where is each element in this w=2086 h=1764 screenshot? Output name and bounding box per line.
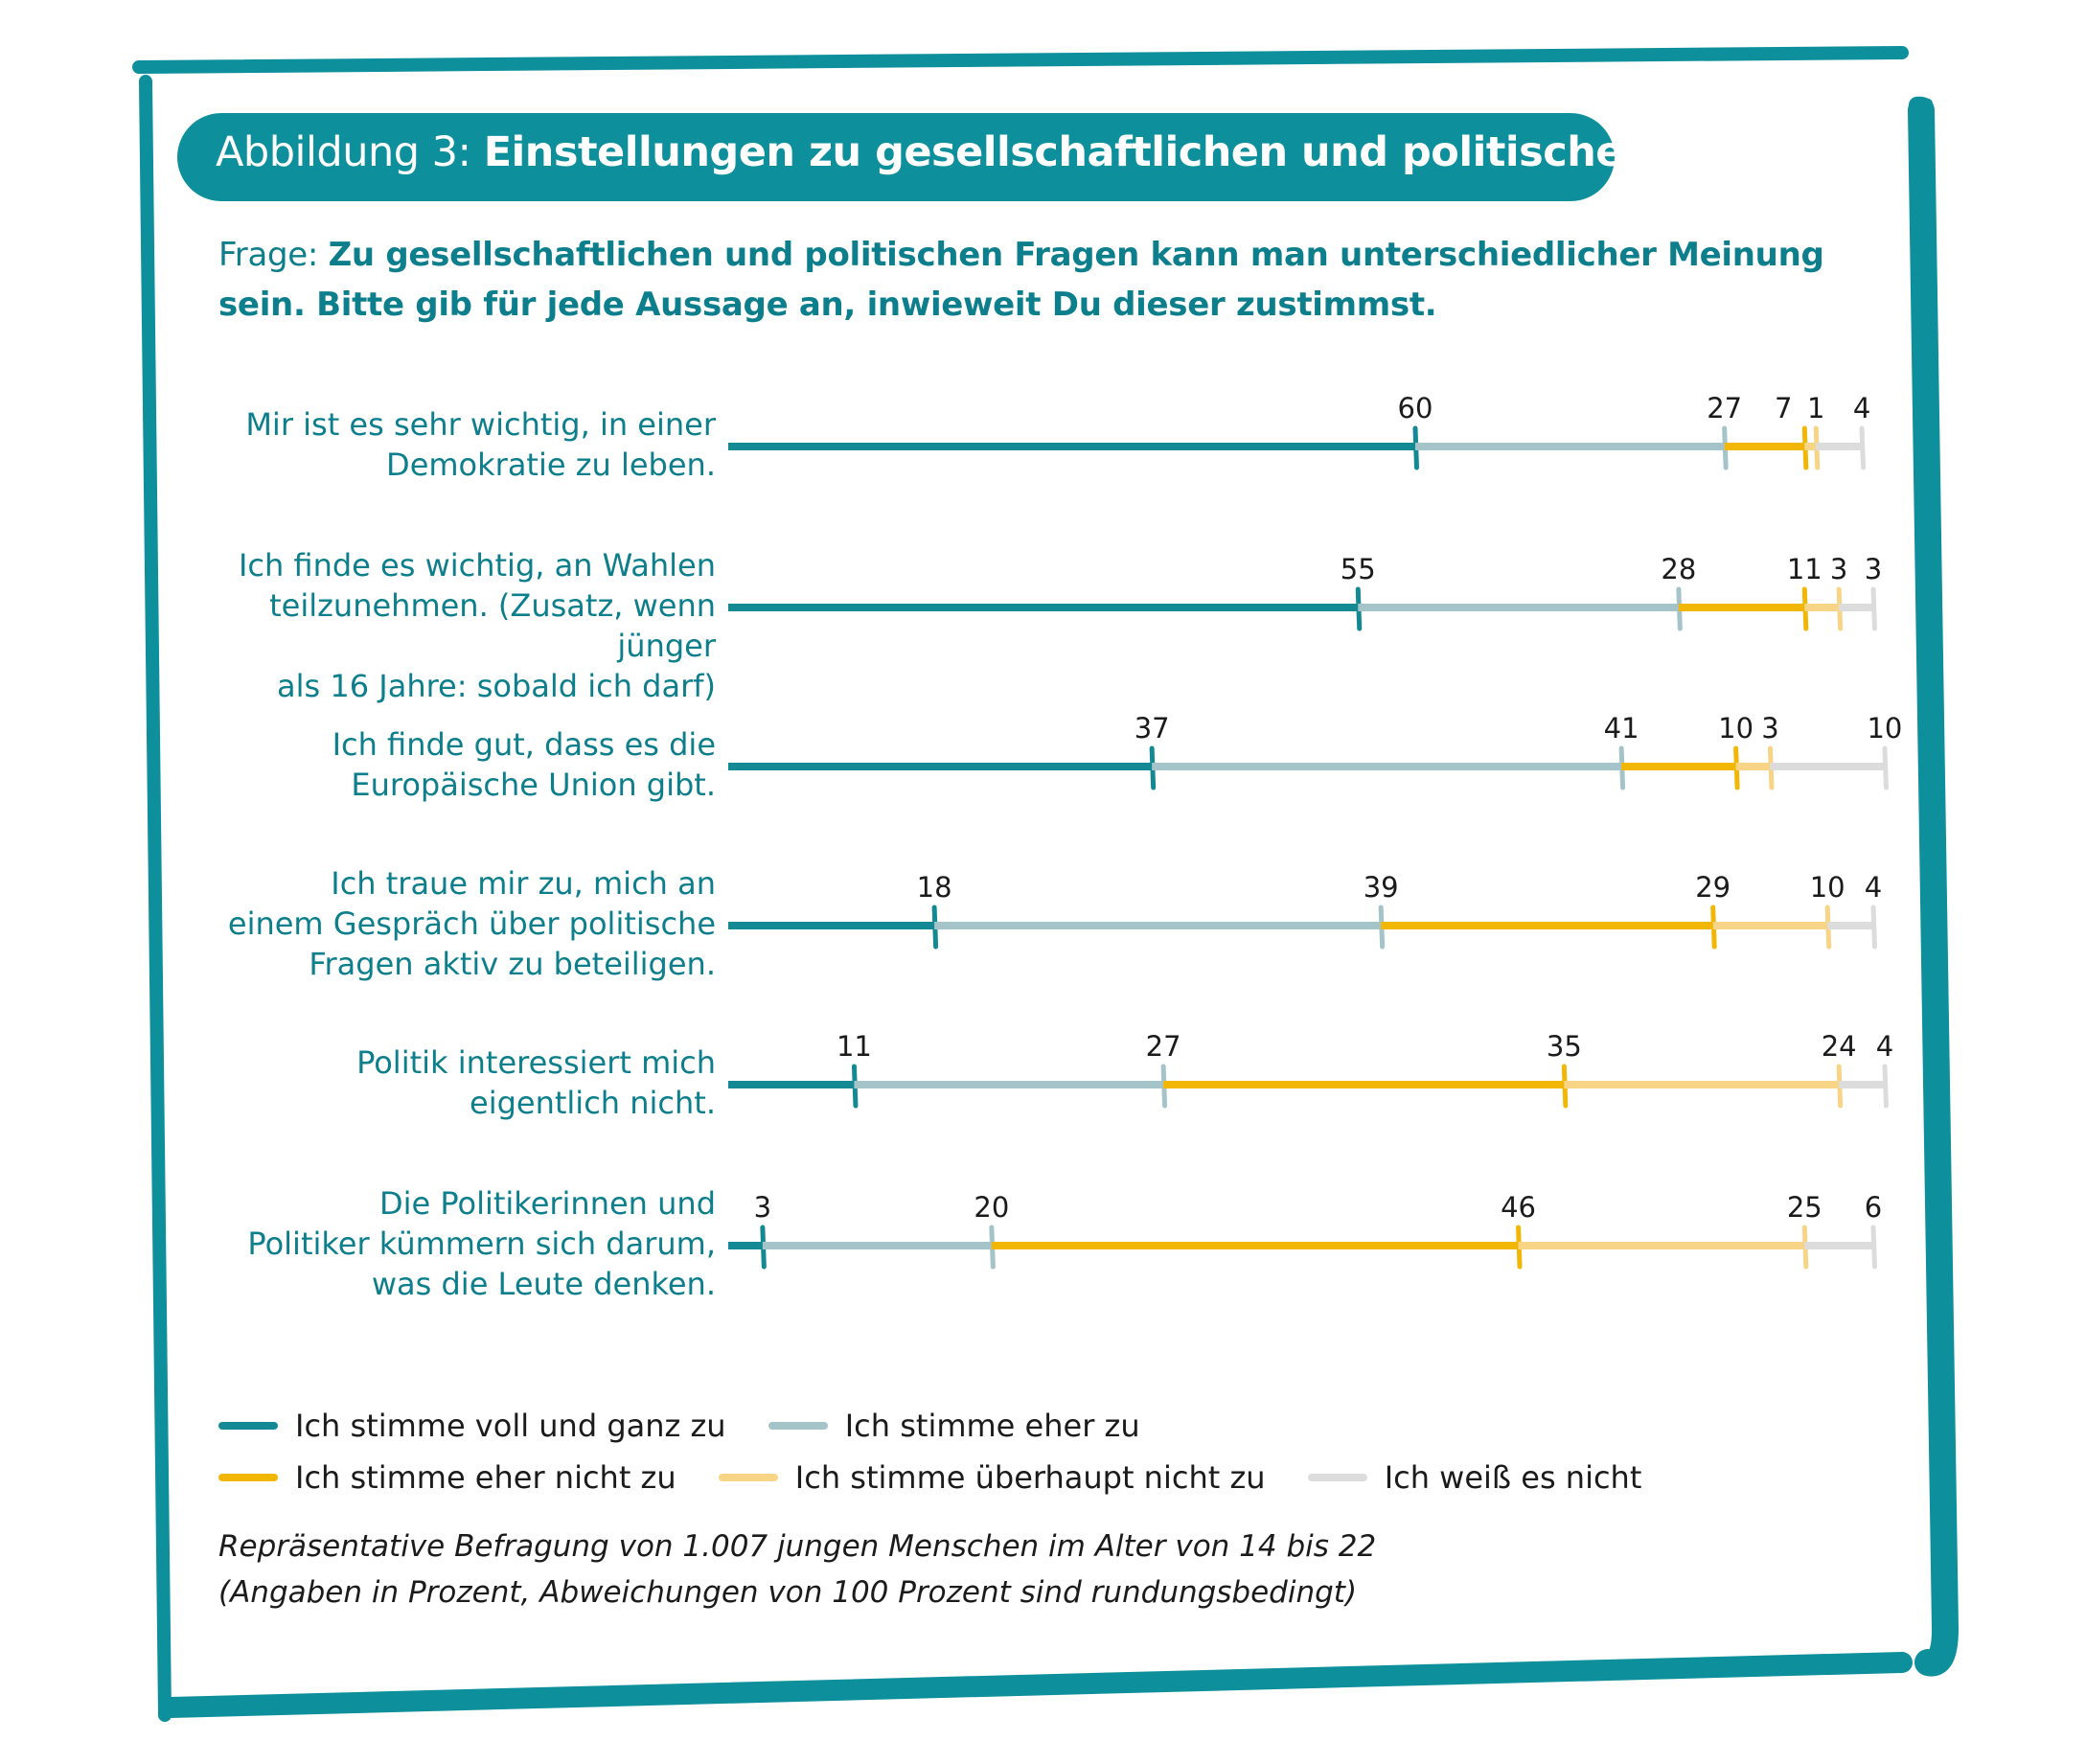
value-label: 55 bbox=[1341, 553, 1376, 585]
question-text: Frage: Zu gesellschaftlichen und politis… bbox=[218, 230, 1905, 330]
legend-swatch-eher-nicht bbox=[218, 1474, 278, 1481]
value-label: 10 bbox=[1810, 871, 1845, 904]
value-label: 1 bbox=[1807, 392, 1824, 424]
legend-item-voll: Ich stimme voll und ganz zu bbox=[218, 1408, 726, 1444]
value-label: 10 bbox=[1718, 712, 1754, 745]
segment-end-tick bbox=[1882, 1064, 1889, 1109]
question-prefix: Frage: bbox=[218, 236, 319, 274]
value-label: 4 bbox=[1876, 1030, 1893, 1063]
value-label: 4 bbox=[1853, 392, 1870, 424]
row-label-line: Europäische Union gibt. bbox=[351, 767, 716, 803]
value-label: 46 bbox=[1501, 1191, 1536, 1224]
value-label: 11 bbox=[837, 1030, 872, 1063]
value-label: 10 bbox=[1867, 712, 1902, 745]
value-label: 29 bbox=[1695, 871, 1731, 904]
segment-end-tick bbox=[1859, 425, 1867, 470]
row-label-line: Mir ist es sehr wichtig, in einer bbox=[245, 406, 716, 443]
row-label-line: Ich traue mir zu, mich an bbox=[331, 865, 716, 902]
value-label: 7 bbox=[1775, 392, 1792, 424]
row-label-line: Politik interessiert mich bbox=[356, 1044, 716, 1081]
row-label-line: Ich finde es wichtig, an Wahlen bbox=[238, 547, 716, 584]
value-label: 27 bbox=[1146, 1030, 1181, 1063]
frame-bottom-stroke bbox=[160, 1652, 1913, 1718]
row-label-line: Ich finde gut, dass es die bbox=[332, 726, 716, 763]
value-label: 20 bbox=[974, 1191, 1009, 1224]
legend-item-eher: Ich stimme eher zu bbox=[768, 1408, 1140, 1444]
legend-swatch-eher bbox=[768, 1422, 828, 1430]
value-label: 3 bbox=[1761, 712, 1778, 745]
segment-end-tick bbox=[1882, 745, 1889, 790]
legend-row-1: Ich stimme voll und ganz zu Ich stimme e… bbox=[218, 1401, 1173, 1444]
legend-swatch-voll bbox=[218, 1422, 278, 1430]
row-label-line: als 16 Jahre: sobald ich darf) bbox=[277, 668, 716, 704]
row-label-3: Ich finde gut, dass es die Europäische Un… bbox=[179, 724, 716, 805]
legend-label-weiss-nicht: Ich weiß es nicht bbox=[1384, 1459, 1642, 1496]
value-label: 11 bbox=[1787, 553, 1822, 585]
value-label: 27 bbox=[1707, 392, 1742, 424]
value-label: 24 bbox=[1822, 1030, 1857, 1063]
segment-end-tick bbox=[1870, 905, 1877, 950]
row-label-line: Fragen aktiv zu beteiligen. bbox=[309, 946, 716, 982]
row-label-2: Ich finde es wichtig, an Wahlen teilzuneh… bbox=[179, 545, 716, 706]
question-body: Zu gesellschaftlichen und politischen Fr… bbox=[218, 236, 1824, 324]
legend-label-voll: Ich stimme voll und ganz zu bbox=[295, 1408, 726, 1444]
figure-title-prefix: Abbildung 3: bbox=[216, 128, 471, 176]
value-label: 18 bbox=[917, 871, 952, 904]
row-label-6: Die Politikerinnen und Politiker kümmern … bbox=[179, 1183, 716, 1304]
legend-swatch-weiss-nicht bbox=[1307, 1474, 1367, 1481]
legend-item-eher-nicht: Ich stimme eher nicht zu bbox=[218, 1459, 676, 1496]
value-label: 41 bbox=[1604, 712, 1639, 745]
legend-label-ueberhaupt-nicht: Ich stimme überhaupt nicht zu bbox=[794, 1459, 1266, 1496]
legend-label-eher-nicht: Ich stimme eher nicht zu bbox=[295, 1459, 676, 1496]
value-label: 6 bbox=[1865, 1191, 1882, 1224]
source-note: Repräsentative Befragung von 1.007 junge… bbox=[218, 1523, 1376, 1615]
row-label-line: Die Politikerinnen und bbox=[378, 1185, 716, 1222]
value-label: 4 bbox=[1865, 871, 1882, 904]
frame-top-stroke bbox=[132, 46, 1909, 74]
value-label: 39 bbox=[1364, 871, 1399, 904]
row-label-5: Politik interessiert mich eigentlich nich… bbox=[179, 1042, 716, 1123]
figure-title: Abbildung 3: Einstellungen zu gesellscha… bbox=[216, 128, 1823, 176]
row-label-line: was die Leute denken. bbox=[371, 1266, 716, 1302]
row-label-line: eigentlich nicht. bbox=[470, 1085, 716, 1121]
value-label: 60 bbox=[1398, 392, 1433, 424]
row-label-line: Politiker kümmern sich darum, bbox=[247, 1226, 716, 1262]
legend-swatch-ueberhaupt-nicht bbox=[718, 1474, 778, 1481]
value-label: 25 bbox=[1787, 1191, 1822, 1224]
row-label-1: Mir ist es sehr wichtig, in einer Demokra… bbox=[179, 404, 716, 485]
row-label-line: Demokratie zu leben. bbox=[386, 447, 716, 483]
legend-item-weiss-nicht: Ich weiß es nicht bbox=[1307, 1459, 1642, 1496]
value-label: 28 bbox=[1661, 553, 1696, 585]
frame-right-hook bbox=[1909, 96, 1933, 120]
segment-end-tick bbox=[1870, 1225, 1877, 1270]
frame-left-stroke bbox=[139, 75, 172, 1722]
value-label: 3 bbox=[1830, 553, 1847, 585]
value-label: 35 bbox=[1547, 1030, 1582, 1063]
figure-title-main: Einstellungen zu gesellschaftlichen und … bbox=[483, 128, 1824, 176]
value-label: 3 bbox=[1865, 553, 1882, 585]
source-line-2: (Angaben in Prozent, Abweichungen von 10… bbox=[218, 1575, 1358, 1610]
frame-right-stroke bbox=[1908, 97, 1960, 1677]
value-label: 3 bbox=[754, 1191, 771, 1224]
legend-label-eher: Ich stimme eher zu bbox=[844, 1408, 1140, 1444]
segment-end-tick bbox=[1870, 586, 1877, 631]
row-label-line: einem Gespräch über politische bbox=[227, 905, 716, 942]
source-line-1: Repräsentative Befragung von 1.007 junge… bbox=[218, 1529, 1377, 1564]
value-label: 37 bbox=[1135, 712, 1170, 745]
legend-item-ueberhaupt-nicht: Ich stimme überhaupt nicht zu bbox=[718, 1459, 1266, 1496]
title-banner bbox=[177, 113, 1615, 201]
legend-row-2: Ich stimme eher nicht zu Ich stimme über… bbox=[218, 1453, 1674, 1496]
row-label-4: Ich traue mir zu, mich an einem Gespräch … bbox=[179, 863, 716, 984]
row-label-line: teilzunehmen. (Zusatz, wenn jünger bbox=[269, 587, 716, 664]
